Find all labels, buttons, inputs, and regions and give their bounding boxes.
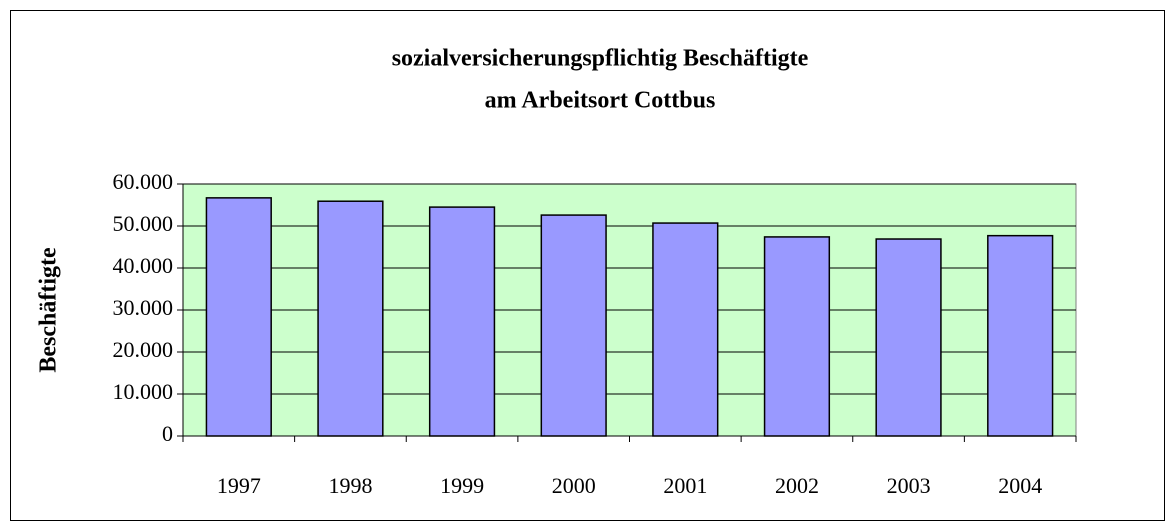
- y-tick-label: 0: [162, 421, 173, 446]
- y-axis-label: Beschäftigte: [36, 247, 62, 373]
- chart-title: am Arbeitsort Cottbus: [485, 88, 716, 114]
- x-tick-label: 1999: [440, 473, 484, 498]
- bar: [652, 222, 719, 437]
- x-tick-label: 1998: [328, 473, 372, 498]
- y-tick-label: 40.000: [113, 253, 174, 278]
- x-tick-label: 2004: [998, 473, 1042, 498]
- y-tick-label: 50.000: [113, 211, 174, 236]
- chart-title: sozialversicherungspflichtig Beschäftigt…: [392, 46, 809, 72]
- bar: [428, 206, 496, 437]
- x-tick-label: 2001: [663, 473, 707, 498]
- bar: [540, 214, 607, 437]
- y-tick-label: 30.000: [113, 295, 174, 320]
- x-tick-label: 1997: [217, 473, 261, 498]
- bar: [875, 238, 942, 437]
- x-tick-label: 2000: [552, 473, 596, 498]
- bar: [317, 200, 384, 437]
- y-tick-label: 20.000: [113, 337, 174, 362]
- y-tick-label: 10.000: [113, 379, 174, 404]
- y-tick-label: 60.000: [113, 169, 174, 194]
- x-tick-label: 2003: [887, 473, 931, 498]
- x-tick-label: 2002: [775, 473, 819, 498]
- bar: [763, 236, 831, 437]
- bar: [987, 234, 1054, 437]
- bar: [205, 197, 272, 437]
